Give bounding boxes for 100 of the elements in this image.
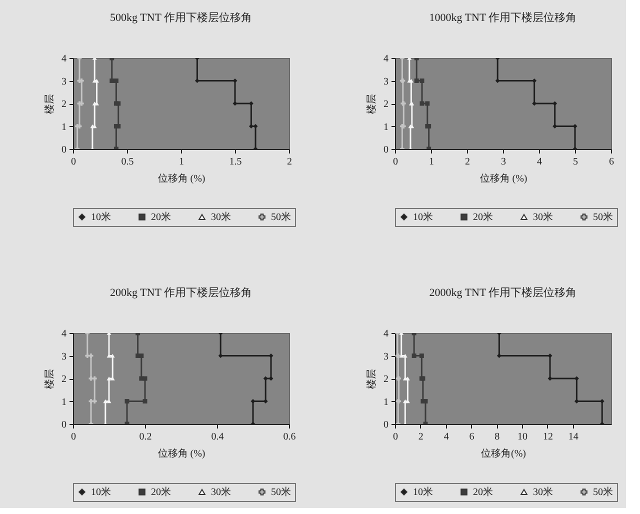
x-axis-title: 位移角(%) bbox=[481, 448, 526, 460]
y-tick-label: 4 bbox=[62, 54, 66, 64]
legend-label: 10米 bbox=[413, 486, 433, 498]
x-tick-label: 6 bbox=[469, 432, 474, 442]
x-tick-label: 1 bbox=[429, 156, 434, 168]
y-tick-label: 1 bbox=[384, 122, 388, 133]
legend-label: 30米 bbox=[211, 486, 231, 498]
x-tick-label: 1 bbox=[179, 156, 184, 168]
y-tick-label: 0 bbox=[384, 420, 388, 430]
y-axis-title: 楼层 bbox=[366, 369, 378, 389]
x-tick-label: 2 bbox=[418, 432, 424, 442]
point bbox=[420, 78, 424, 83]
point bbox=[412, 354, 416, 358]
point bbox=[552, 101, 558, 106]
point bbox=[110, 78, 114, 83]
point bbox=[414, 78, 419, 83]
line-series bbox=[85, 333, 97, 424]
y-axis-title: 楼层 bbox=[44, 369, 56, 389]
legend-label: 30米 bbox=[211, 211, 231, 223]
chart-title: 2000kg TNT 作用下楼层位移角 bbox=[429, 286, 577, 299]
legend-label: 30米 bbox=[533, 486, 553, 498]
x-tick-label: 12 bbox=[542, 432, 553, 442]
line-series bbox=[90, 58, 99, 149]
legend-label: 20米 bbox=[473, 211, 493, 223]
legend-label: 10米 bbox=[91, 211, 111, 223]
y-tick-label: 1 bbox=[62, 122, 66, 133]
x-tick-label: 0.5 bbox=[121, 156, 134, 168]
point bbox=[402, 354, 408, 358]
y-tick-label: 3 bbox=[62, 351, 66, 362]
legend-label: 10米 bbox=[413, 211, 433, 223]
y-tick-label: 2 bbox=[384, 99, 388, 110]
x-tick-label: 1.5 bbox=[229, 156, 242, 168]
point bbox=[405, 376, 410, 380]
y-tick-label: 1 bbox=[62, 396, 66, 408]
y-tick-label: 3 bbox=[384, 76, 388, 88]
chart-title: 500kg TNT 作用下楼层位移角 bbox=[110, 11, 252, 24]
point bbox=[419, 354, 424, 358]
y-tick-label: 4 bbox=[384, 54, 388, 64]
y-tick-label: 4 bbox=[384, 328, 388, 340]
x-axis-title: 位移角 (%) bbox=[158, 448, 206, 460]
x-tick-label: 0.2 bbox=[139, 432, 152, 442]
y-tick-label: 0 bbox=[62, 420, 66, 430]
chart-title: 1000kg TNT 作用下楼层位移角 bbox=[429, 11, 577, 24]
x-axis-title: 位移角 (%) bbox=[480, 172, 528, 184]
y-axis-title: 楼层 bbox=[366, 94, 378, 114]
point bbox=[194, 78, 200, 83]
legend-label: 20米 bbox=[151, 486, 171, 498]
point bbox=[263, 376, 268, 381]
point bbox=[85, 354, 90, 358]
line-series bbox=[124, 333, 148, 424]
point bbox=[268, 376, 274, 381]
legend-label: 50米 bbox=[271, 211, 291, 223]
line-series bbox=[400, 58, 406, 149]
line-series bbox=[414, 58, 432, 149]
y-tick-label: 2 bbox=[384, 374, 388, 385]
line-series bbox=[110, 58, 121, 149]
line-series bbox=[412, 333, 428, 424]
x-tick-label: 2 bbox=[287, 156, 292, 168]
x-tick-label: 6 bbox=[609, 156, 614, 168]
point bbox=[402, 399, 408, 404]
line-series bbox=[407, 58, 414, 149]
legend-label: 30米 bbox=[533, 211, 553, 223]
y-tick-label: 2 bbox=[62, 99, 66, 110]
point bbox=[88, 399, 94, 404]
x-tick-label: 0 bbox=[71, 432, 76, 442]
legend-label: 50米 bbox=[593, 486, 613, 498]
point bbox=[232, 101, 238, 106]
chart-title: 200kg TNT 作用下楼层位移角 bbox=[110, 286, 252, 299]
point bbox=[106, 376, 112, 380]
y-axis-title: 楼层 bbox=[44, 94, 56, 114]
point bbox=[88, 354, 94, 358]
point bbox=[124, 399, 130, 404]
point bbox=[532, 78, 537, 83]
x-tick-label: 0 bbox=[393, 156, 398, 168]
x-tick-label: 0.4 bbox=[211, 432, 224, 442]
point bbox=[114, 78, 118, 83]
x-tick-label: 10 bbox=[518, 432, 528, 442]
y-tick-label: 0 bbox=[62, 144, 66, 156]
point bbox=[574, 399, 579, 404]
x-axis-title: 位移角 (%) bbox=[158, 172, 206, 184]
legend-label: 20米 bbox=[473, 486, 493, 498]
legend-label: 50米 bbox=[593, 211, 613, 223]
y-tick-label: 3 bbox=[62, 76, 66, 88]
x-tick-label: 0 bbox=[393, 432, 398, 442]
point bbox=[248, 124, 254, 128]
x-tick-label: 8 bbox=[494, 432, 500, 442]
y-tick-label: 0 bbox=[384, 144, 388, 156]
legend-label: 10米 bbox=[91, 486, 111, 498]
y-tick-label: 2 bbox=[62, 374, 66, 385]
point bbox=[116, 101, 121, 106]
line-series bbox=[103, 333, 115, 424]
legend-label: 50米 bbox=[271, 486, 291, 498]
point bbox=[92, 102, 97, 106]
x-tick-label: 0 bbox=[71, 156, 76, 168]
point bbox=[425, 101, 430, 106]
legend-label: 20米 bbox=[151, 211, 171, 223]
x-tick-label: 3 bbox=[501, 156, 506, 168]
y-tick-label: 4 bbox=[62, 328, 66, 340]
x-tick-label: 5 bbox=[573, 156, 578, 168]
point bbox=[92, 399, 97, 404]
